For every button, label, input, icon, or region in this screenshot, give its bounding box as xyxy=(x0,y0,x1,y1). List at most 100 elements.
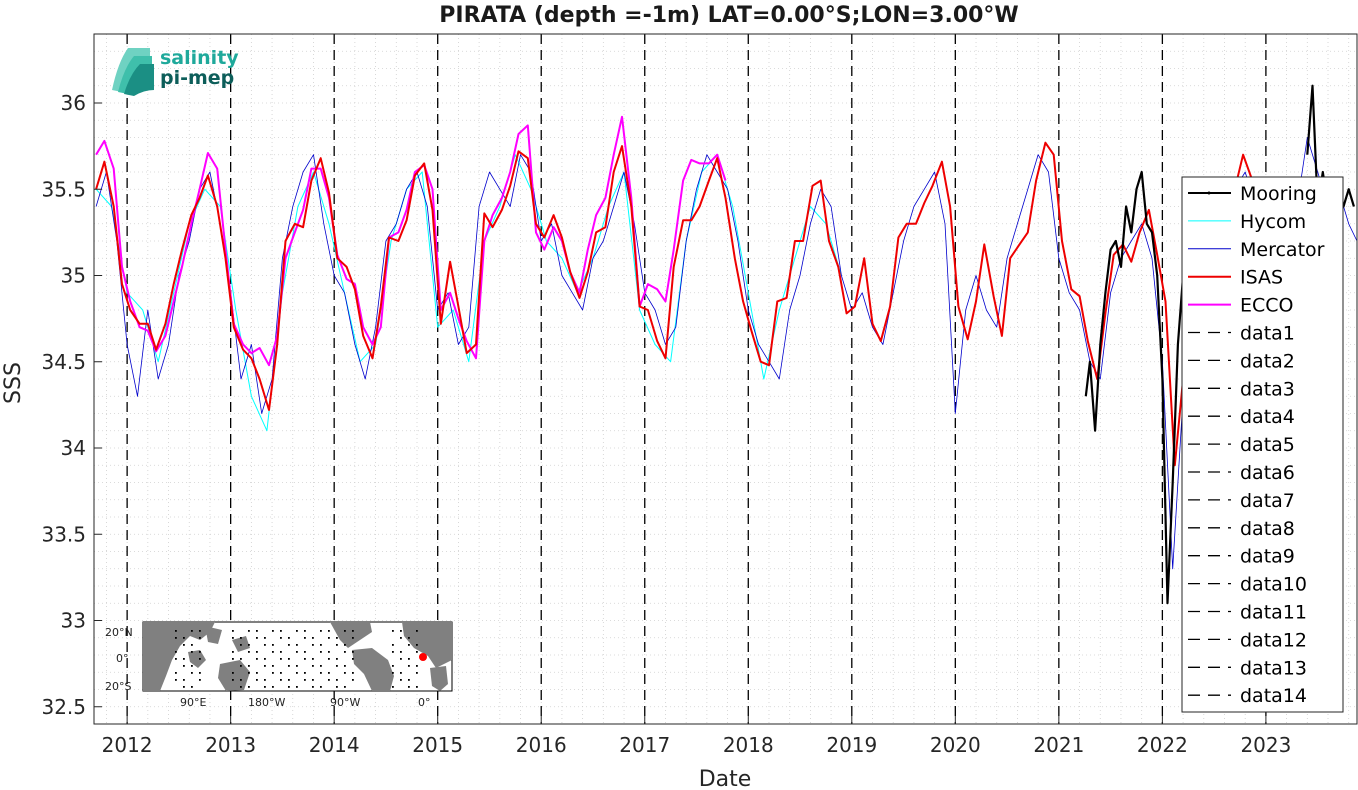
buoy-dot xyxy=(248,672,250,674)
buoy-dot xyxy=(312,679,314,681)
buoy-dot xyxy=(408,644,410,646)
buoy-dot xyxy=(280,637,282,639)
legend-items: Mooring Hycom Mercator ISAS ECCO data1 data2 da… xyxy=(1188,183,1325,707)
buoy-dot xyxy=(344,644,346,646)
x-axis-label: Date xyxy=(699,767,752,790)
legend-label: ISAS xyxy=(1240,267,1283,289)
buoy-dot xyxy=(312,637,314,639)
buoy-dot xyxy=(191,644,193,646)
buoy-dot xyxy=(352,679,354,681)
inset-lat-label-20s: 20°S xyxy=(105,680,131,693)
buoy-dot xyxy=(400,658,402,660)
legend-label: Mercator xyxy=(1240,239,1325,261)
buoy-dot xyxy=(304,679,306,681)
buoy-dot xyxy=(416,630,418,632)
buoy-dot xyxy=(256,679,258,681)
buoy-dot xyxy=(328,679,330,681)
x-tick-label: 2023 xyxy=(1240,733,1291,757)
legend-label: Hycom xyxy=(1240,211,1306,233)
buoy-dot xyxy=(248,665,250,667)
buoy-dot xyxy=(240,637,242,639)
buoy-dot xyxy=(248,630,250,632)
buoy-dot xyxy=(183,686,185,688)
buoy-dot xyxy=(392,686,394,688)
x-tick-label: 2015 xyxy=(412,733,463,757)
buoy-dot xyxy=(288,644,290,646)
logo-waves-icon xyxy=(112,48,154,96)
y-tick-label: 32.5 xyxy=(41,695,86,719)
buoy-dot xyxy=(232,630,234,632)
legend-marker xyxy=(1207,191,1211,195)
legend-label: data7 xyxy=(1240,490,1295,512)
buoy-dot xyxy=(320,686,322,688)
logo-line-1: salinity xyxy=(160,47,239,69)
buoy-dot xyxy=(408,679,410,681)
buoy-dot xyxy=(272,651,274,653)
y-tick-label: 35 xyxy=(61,264,86,288)
buoy-dot xyxy=(183,679,185,681)
x-tick-label: 2014 xyxy=(309,733,360,757)
buoy-dot xyxy=(320,644,322,646)
buoy-dot xyxy=(416,686,418,688)
legend-label: data2 xyxy=(1240,350,1295,372)
buoy-dot xyxy=(183,658,185,660)
buoy-dot xyxy=(256,651,258,653)
buoy-dot xyxy=(416,665,418,667)
y-tick-layer: 32.5 33 33.5 34 34.5 35 35.5 36 xyxy=(41,91,102,719)
buoy-dot xyxy=(199,630,201,632)
buoy-dot xyxy=(344,672,346,674)
buoy-dot xyxy=(392,672,394,674)
buoy-dot xyxy=(175,637,177,639)
buoy-dot xyxy=(191,672,193,674)
buoy-dot xyxy=(328,651,330,653)
buoy-dot xyxy=(304,637,306,639)
buoy-dot xyxy=(232,658,234,660)
buoy-dot xyxy=(232,679,234,681)
buoy-dot xyxy=(280,672,282,674)
x-tick-label: 2021 xyxy=(1033,733,1084,757)
inset-map-location-marker xyxy=(419,653,427,661)
buoy-dot xyxy=(191,630,193,632)
buoy-dot xyxy=(264,686,266,688)
series-line-mercator xyxy=(95,137,1358,570)
x-tick-label: 2012 xyxy=(102,733,153,757)
buoy-dot xyxy=(175,679,177,681)
plot-frame xyxy=(93,33,1358,725)
inset-lon-label-90e: 90°E xyxy=(180,696,206,709)
buoy-dot xyxy=(232,637,234,639)
legend-label: Mooring xyxy=(1240,183,1317,205)
buoy-dot xyxy=(296,665,298,667)
buoy-dot xyxy=(272,644,274,646)
buoy-dot xyxy=(344,665,346,667)
buoy-dot xyxy=(392,644,394,646)
buoy-dot xyxy=(352,672,354,674)
x-tick-layer: 2012 2013 2014 2015 2016 2017 2018 2019 2020 2021… xyxy=(102,716,1291,757)
buoy-dot xyxy=(175,651,177,653)
buoy-dot xyxy=(320,672,322,674)
buoy-dot xyxy=(312,658,314,660)
buoy-dot xyxy=(312,665,314,667)
buoy-dot xyxy=(400,672,402,674)
buoy-dot xyxy=(288,658,290,660)
buoy-dot xyxy=(352,651,354,653)
buoy-dot xyxy=(336,658,338,660)
logo-line-2: pi-mep xyxy=(160,67,234,89)
buoy-dot xyxy=(240,658,242,660)
buoy-dot xyxy=(248,686,250,688)
buoy-dot xyxy=(175,672,177,674)
chart-title: PIRATA (depth =-1m) LAT=0.00°S;LON=3.00°… xyxy=(439,3,1018,28)
buoy-dot xyxy=(320,630,322,632)
buoy-dot xyxy=(272,630,274,632)
buoy-dot xyxy=(191,665,193,667)
x-tick-label: 2022 xyxy=(1137,733,1188,757)
y-tick-label: 34 xyxy=(61,436,86,460)
buoy-dot xyxy=(240,644,242,646)
legend-label: data14 xyxy=(1240,685,1307,707)
buoy-dot xyxy=(312,686,314,688)
legend-label: ECCO xyxy=(1240,295,1294,317)
buoy-dot xyxy=(256,658,258,660)
buoy-dot xyxy=(272,665,274,667)
buoy-dot xyxy=(392,651,394,653)
buoy-dot xyxy=(199,679,201,681)
